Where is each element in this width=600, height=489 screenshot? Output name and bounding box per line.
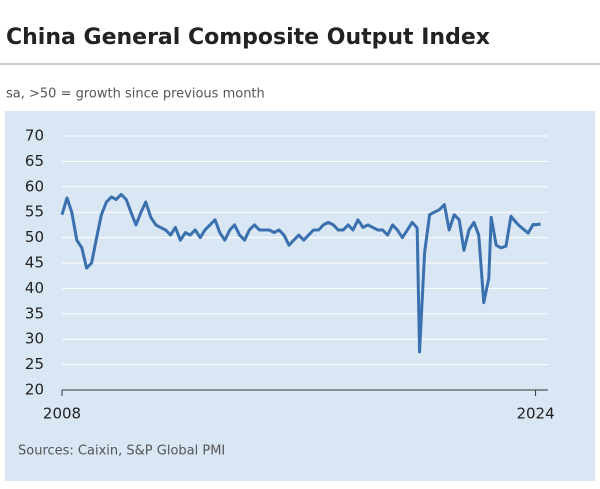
y-tick-label: 65 bbox=[25, 152, 44, 170]
y-tick-label: 60 bbox=[25, 177, 44, 195]
y-tick-label: 40 bbox=[25, 279, 44, 297]
y-tick-label: 20 bbox=[25, 381, 44, 399]
x-tick-label: 2008 bbox=[43, 405, 81, 423]
y-tick-label: 35 bbox=[25, 304, 44, 322]
y-tick-label: 25 bbox=[25, 355, 44, 373]
chart-subtitle: sa, >50 = growth since previous month bbox=[6, 87, 265, 102]
y-tick-label: 70 bbox=[25, 127, 44, 145]
y-tick-label: 50 bbox=[25, 228, 44, 246]
x-tick-label: 2024 bbox=[516, 405, 554, 423]
y-tick-label: 55 bbox=[25, 203, 44, 221]
series-line bbox=[60, 192, 541, 354]
y-tick-label: 45 bbox=[25, 254, 44, 272]
chart-panel bbox=[5, 111, 595, 481]
y-tick-label: 30 bbox=[25, 330, 44, 348]
chart-title: China General Composite Output Index bbox=[6, 25, 490, 50]
source-note: Sources: Caixin, S&P Global PMI bbox=[18, 444, 225, 459]
